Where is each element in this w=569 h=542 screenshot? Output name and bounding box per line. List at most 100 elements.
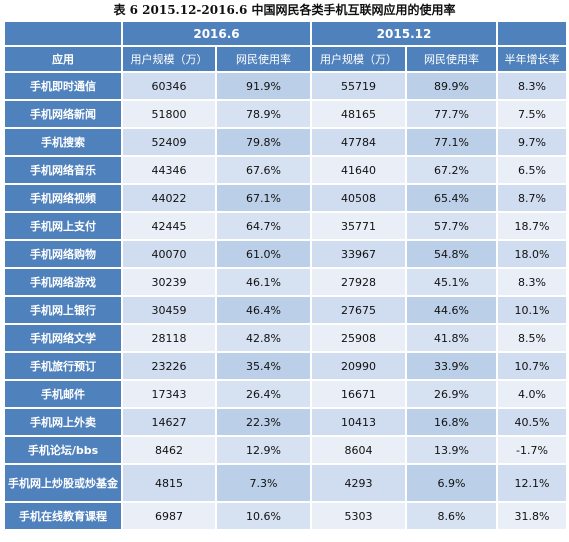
users-2015-12-cell: 4293 — [310, 463, 407, 503]
users-2016-6-cell: 30239 — [121, 267, 217, 297]
users-2015-12-cell: 20990 — [310, 351, 407, 381]
users-2015-12-cell: 27928 — [310, 267, 407, 297]
blank-header-cell — [3, 20, 123, 47]
growth-cell: 8.5% — [496, 323, 568, 353]
rate-2015-12-cell: 13.9% — [405, 435, 498, 465]
table-row: 手机网络视频 44022 67.1% 40508 65.4% 8.7% — [3, 183, 568, 213]
app-name-cell: 手机网络新闻 — [3, 99, 123, 129]
rate-2015-12-cell: 77.1% — [405, 127, 498, 157]
rate-2015-12-cell: 6.9% — [405, 463, 498, 503]
table-body: 手机即时通信 60346 91.9% 55719 89.9% 8.3% 手机网络新闻 5180… — [3, 71, 568, 531]
users-2016-6-cell: 30459 — [121, 295, 217, 325]
period-header-2016-6: 2016.6 — [121, 20, 312, 47]
users-2015-12-cell: 47784 — [310, 127, 407, 157]
table-row: 手机旅行预订 23226 35.4% 20990 33.9% 10.7% — [3, 351, 568, 381]
rate-2015-12-cell: 45.1% — [405, 267, 498, 297]
table-row: 手机网络音乐 44346 67.6% 41640 67.2% 6.5% — [3, 155, 568, 185]
table-row: 手机论坛/bbs 8462 12.9% 8604 13.9% -1.7% — [3, 435, 568, 465]
users-2016-6-cell: 44346 — [121, 155, 217, 185]
table-row: 手机网络购物 40070 61.0% 33967 54.8% 18.0% — [3, 239, 568, 269]
growth-cell: 7.5% — [496, 99, 568, 129]
rate-2015-12-cell: 44.6% — [405, 295, 498, 325]
users-2015-12-cell: 40508 — [310, 183, 407, 213]
period-header-row: 2016.6 2015.12 — [3, 20, 568, 47]
growth-cell: 10.1% — [496, 295, 568, 325]
growth-cell: 40.5% — [496, 407, 568, 437]
rate-2015-12-cell: 26.9% — [405, 379, 498, 409]
users-2016-6-cell: 51800 — [121, 99, 217, 129]
users-2015-12-cell: 41640 — [310, 155, 407, 185]
users-2016-6-cell: 28118 — [121, 323, 217, 353]
app-name-cell: 手机邮件 — [3, 379, 123, 409]
column-header-users-2015-12: 用户规模（万） — [310, 45, 407, 73]
rate-2016-6-cell: 12.9% — [215, 435, 312, 465]
users-2015-12-cell: 33967 — [310, 239, 407, 269]
rate-2016-6-cell: 22.3% — [215, 407, 312, 437]
rate-2015-12-cell: 8.6% — [405, 501, 498, 531]
column-header-row: 应用 用户规模（万） 网民使用率 用户规模（万） 网民使用率 半年增长率 — [3, 45, 568, 73]
users-2016-6-cell: 40070 — [121, 239, 217, 269]
app-name-cell: 手机网上外卖 — [3, 407, 123, 437]
mobile-app-usage-table: 2016.6 2015.12 应用 用户规模（万） 网民使用率 用户规模（万） … — [3, 20, 568, 531]
rate-2016-6-cell: 61.0% — [215, 239, 312, 269]
table-row: 手机网上外卖 14627 22.3% 10413 16.8% 40.5% — [3, 407, 568, 437]
users-2016-6-cell: 23226 — [121, 351, 217, 381]
column-header-app: 应用 — [3, 45, 123, 73]
growth-cell: 9.7% — [496, 127, 568, 157]
rate-2015-12-cell: 67.2% — [405, 155, 498, 185]
column-header-rate-2015-12: 网民使用率 — [405, 45, 498, 73]
users-2015-12-cell: 48165 — [310, 99, 407, 129]
users-2016-6-cell: 60346 — [121, 71, 217, 101]
growth-cell: 4.0% — [496, 379, 568, 409]
app-name-cell: 手机旅行预订 — [3, 351, 123, 381]
rate-2016-6-cell: 78.9% — [215, 99, 312, 129]
app-name-cell: 手机搜索 — [3, 127, 123, 157]
blank-header-cell — [496, 20, 568, 47]
users-2015-12-cell: 5303 — [310, 501, 407, 531]
table-row: 手机邮件 17343 26.4% 16671 26.9% 4.0% — [3, 379, 568, 409]
users-2015-12-cell: 55719 — [310, 71, 407, 101]
rate-2016-6-cell: 26.4% — [215, 379, 312, 409]
rate-2016-6-cell: 7.3% — [215, 463, 312, 503]
users-2016-6-cell: 44022 — [121, 183, 217, 213]
app-name-cell: 手机网络音乐 — [3, 155, 123, 185]
app-name-cell: 手机网络视频 — [3, 183, 123, 213]
table-row: 手机网络文学 28118 42.8% 25908 41.8% 8.5% — [3, 323, 568, 353]
growth-cell: 8.3% — [496, 267, 568, 297]
column-header-rate-2016-6: 网民使用率 — [215, 45, 312, 73]
rate-2016-6-cell: 67.1% — [215, 183, 312, 213]
rate-2016-6-cell: 64.7% — [215, 211, 312, 241]
growth-cell: 6.5% — [496, 155, 568, 185]
growth-cell: 18.0% — [496, 239, 568, 269]
growth-cell: 12.1% — [496, 463, 568, 503]
users-2016-6-cell: 52409 — [121, 127, 217, 157]
rate-2015-12-cell: 33.9% — [405, 351, 498, 381]
table-row: 手机网上银行 30459 46.4% 27675 44.6% 10.1% — [3, 295, 568, 325]
rate-2015-12-cell: 16.8% — [405, 407, 498, 437]
column-header-users-2016-6: 用户规模（万） — [121, 45, 217, 73]
table-row: 手机即时通信 60346 91.9% 55719 89.9% 8.3% — [3, 71, 568, 101]
users-2015-12-cell: 27675 — [310, 295, 407, 325]
growth-cell: 8.3% — [496, 71, 568, 101]
table-row: 手机网上支付 42445 64.7% 35771 57.7% 18.7% — [3, 211, 568, 241]
table-row: 手机网上炒股或炒基金 4815 7.3% 4293 6.9% 12.1% — [3, 463, 568, 503]
rate-2015-12-cell: 57.7% — [405, 211, 498, 241]
rate-2015-12-cell: 65.4% — [405, 183, 498, 213]
rate-2016-6-cell: 46.4% — [215, 295, 312, 325]
users-2016-6-cell: 14627 — [121, 407, 217, 437]
users-2015-12-cell: 10413 — [310, 407, 407, 437]
table-row: 手机网络游戏 30239 46.1% 27928 45.1% 8.3% — [3, 267, 568, 297]
rate-2016-6-cell: 67.6% — [215, 155, 312, 185]
users-2016-6-cell: 42445 — [121, 211, 217, 241]
column-header-growth: 半年增长率 — [496, 45, 568, 73]
rate-2015-12-cell: 77.7% — [405, 99, 498, 129]
table-title: 表 6 2015.12-2016.6 中国网民各类手机互联网应用的使用率 — [113, 3, 456, 17]
period-header-2015-12: 2015.12 — [310, 20, 498, 47]
rate-2016-6-cell: 79.8% — [215, 127, 312, 157]
rate-2016-6-cell: 10.6% — [215, 501, 312, 531]
table-row: 手机搜索 52409 79.8% 47784 77.1% 9.7% — [3, 127, 568, 157]
table-row: 手机网络新闻 51800 78.9% 48165 77.7% 7.5% — [3, 99, 568, 129]
growth-cell: 8.7% — [496, 183, 568, 213]
rate-2015-12-cell: 89.9% — [405, 71, 498, 101]
growth-cell: -1.7% — [496, 435, 568, 465]
